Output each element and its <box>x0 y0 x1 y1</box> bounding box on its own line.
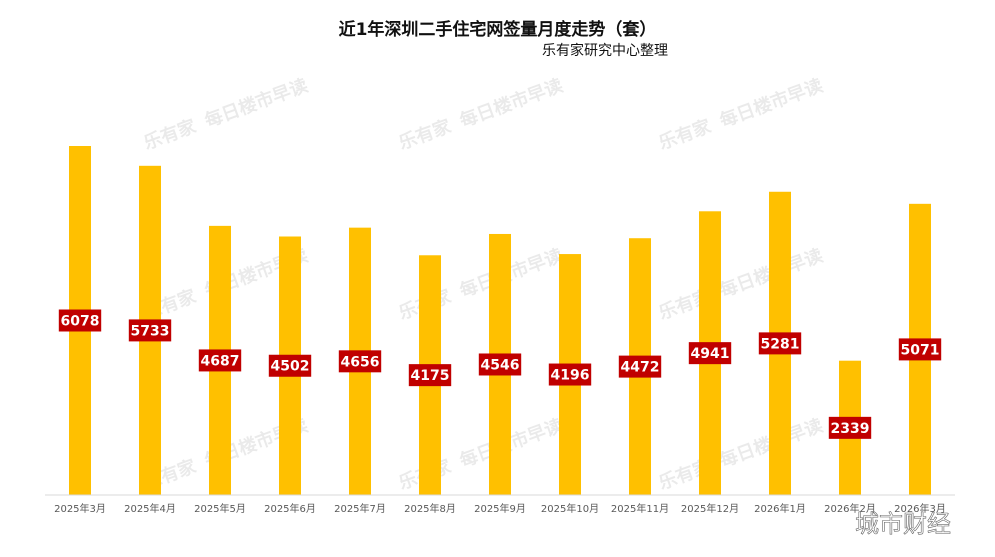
data-label-box <box>758 332 802 355</box>
data-label: 4196 <box>548 363 592 386</box>
data-label-text: 5281 <box>761 336 800 352</box>
data-label-text: 6078 <box>61 314 100 330</box>
watermark-logo-text: 乐有家 <box>396 115 455 154</box>
data-labels: 6078 5733 4687 4502 4656 4175 4546 4196 4472 4941… <box>58 309 942 439</box>
watermark-logo-text: 乐有家 <box>656 115 715 154</box>
data-label: 5733 <box>128 319 172 342</box>
data-label: 4687 <box>198 349 242 372</box>
x-tick-label: 2025年4月 <box>124 502 176 515</box>
data-label: 4546 <box>478 353 522 376</box>
data-label: 5071 <box>898 338 942 361</box>
x-tick-label: 2026年2月 <box>824 502 876 515</box>
data-label-text: 4656 <box>341 354 380 370</box>
data-label-box <box>548 363 592 386</box>
x-tick-label: 2025年8月 <box>404 502 456 515</box>
x-tick-label: 2025年5月 <box>194 502 246 515</box>
data-label-box <box>898 338 942 361</box>
data-label: 2339 <box>828 416 872 439</box>
x-tick-label: 2025年9月 <box>474 502 526 515</box>
x-tick-label: 2025年7月 <box>334 502 386 515</box>
data-label-text: 2339 <box>831 421 870 437</box>
data-label: 4656 <box>338 350 382 373</box>
data-label-text: 4941 <box>691 346 730 362</box>
data-label-text: 4687 <box>201 353 240 369</box>
data-label-box <box>128 319 172 342</box>
x-tick-label: 2025年3月 <box>54 502 106 515</box>
data-label-text: 4546 <box>481 357 520 373</box>
data-label-text: 4472 <box>621 360 660 376</box>
watermark-text: 每日楼市早读 <box>457 244 566 302</box>
data-label: 4941 <box>688 342 732 365</box>
x-tick-label: 2025年11月 <box>611 502 669 515</box>
x-tick-label: 2026年3月 <box>894 502 946 515</box>
data-label-text: 4502 <box>271 359 310 375</box>
watermark-text: 每日楼市早读 <box>717 74 826 132</box>
data-label-text: 4175 <box>411 368 450 384</box>
data-label-box <box>478 353 522 376</box>
watermark-logo-text: 乐有家 <box>141 115 200 154</box>
data-label-box <box>618 355 662 378</box>
watermark-text: 每日楼市早读 <box>457 74 566 132</box>
data-label: 6078 <box>58 309 102 332</box>
data-label-box <box>198 349 242 372</box>
data-label-box <box>688 342 732 365</box>
data-label-box <box>268 354 312 377</box>
chart-title: 近1年深圳二手住宅网签量月度走势（套） <box>338 20 657 40</box>
data-label: 4472 <box>618 355 662 378</box>
x-tick-label: 2025年6月 <box>264 502 316 515</box>
x-tick-label: 2025年10月 <box>541 502 599 515</box>
x-axis-ticks: 2025年3月 2025年4月 2025年5月 2025年6月 2025年7月 2025年… <box>54 502 946 515</box>
data-label-box <box>338 350 382 373</box>
x-tick-label: 2025年12月 <box>681 502 739 515</box>
watermark-text: 每日楼市早读 <box>202 74 311 132</box>
watermark-layer: 乐有家每日楼市早读乐有家每日楼市早读乐有家每日楼市早读乐有家每日楼市早读乐有家每… <box>141 74 826 494</box>
corner-watermark: 城市财经 <box>855 510 951 538</box>
data-label: 5281 <box>758 332 802 355</box>
data-label-box <box>58 309 102 332</box>
data-label-text: 5071 <box>901 342 940 358</box>
data-label-text: 5733 <box>131 323 170 339</box>
x-tick-label: 2026年1月 <box>754 502 806 515</box>
data-label: 4502 <box>268 354 312 377</box>
data-label-box <box>408 364 452 387</box>
data-label: 4175 <box>408 364 452 387</box>
watermark-text: 每日楼市早读 <box>457 414 566 472</box>
chart-subtitle: 乐有家研究中心整理 <box>542 43 668 59</box>
data-label-box <box>828 416 872 439</box>
data-label-text: 4196 <box>551 368 590 384</box>
